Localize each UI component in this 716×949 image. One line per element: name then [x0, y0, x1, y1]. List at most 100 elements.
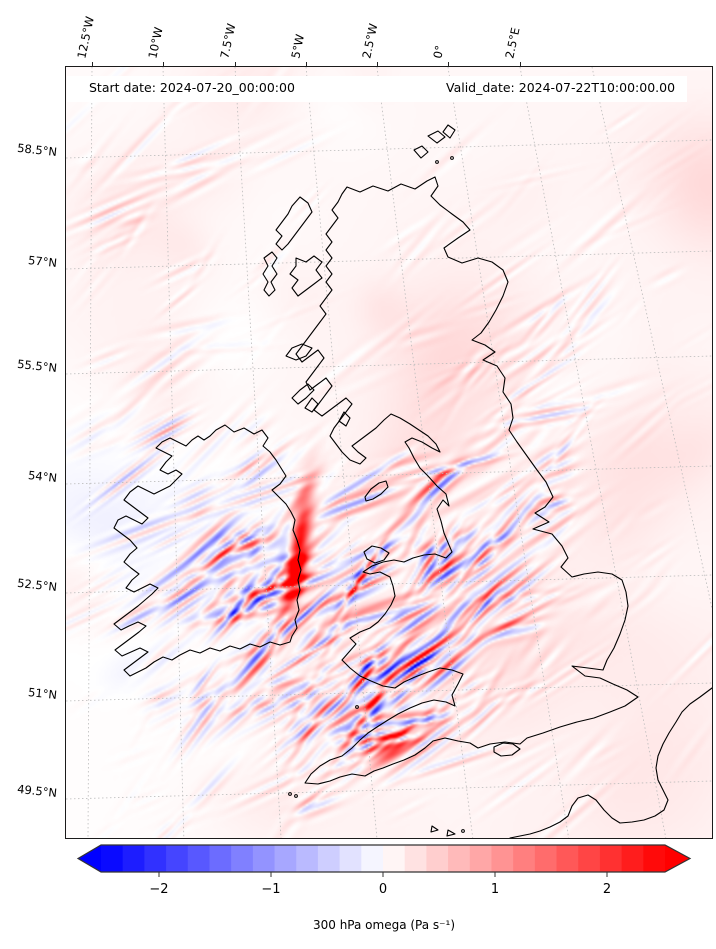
coastline-france	[509, 687, 712, 838]
colorbar-segment-16	[448, 845, 471, 872]
island-isle-of-man	[364, 480, 389, 502]
colorbar-segment-11	[339, 845, 362, 872]
meridian-gridline-7	[591, 67, 712, 610]
colorbar-segment-23	[599, 845, 623, 872]
x-tick-label-0: 12.5°W	[74, 15, 97, 60]
start-date-label: Start date: 2024-07-20_00:00:00	[89, 80, 295, 95]
colorbar-segment-13	[383, 845, 406, 872]
x-tick-label-3: 5°W	[288, 32, 308, 60]
island-guernsey	[430, 825, 439, 833]
meridian-gridline-0	[87, 67, 93, 838]
meridian-gridline-1	[162, 67, 185, 838]
x-tick-mark-2	[235, 62, 236, 66]
island-jersey	[446, 829, 456, 837]
meridian-gridline-5	[447, 67, 569, 838]
islet-dot-0	[450, 156, 454, 160]
x-tick-mark-6	[520, 62, 521, 66]
islet-dot-1	[435, 160, 439, 164]
meridian-gridline-3	[305, 67, 378, 838]
x-tick-label-2: 7.5°W	[217, 22, 239, 60]
island-islay	[291, 383, 315, 405]
colorbar-segment-9	[296, 845, 319, 872]
colorbar-segment-18	[491, 845, 514, 872]
y-tick-label-2: 55.5°N	[16, 356, 58, 375]
colorbar-tick-label-1: −1	[261, 882, 280, 897]
colorbar-segment-21	[556, 845, 579, 872]
meridian-gridline-6	[519, 67, 667, 838]
colorbar-segment-25	[643, 845, 666, 872]
parallel-gridline-1	[66, 250, 712, 270]
island-jura	[304, 397, 319, 413]
colorbar-segment-19	[513, 845, 536, 872]
x-tick-mark-5	[448, 62, 449, 66]
colorbar-segment-6	[231, 845, 254, 872]
colorbar-segment-3	[166, 845, 189, 872]
colorbar-tick-label-2: 0	[379, 882, 387, 897]
colorbar-segment-1	[122, 845, 145, 872]
island-lewis	[275, 196, 313, 251]
x-tick-label-4: 2.5°W	[359, 22, 381, 60]
coastline-great-britain	[295, 176, 639, 785]
y-tick-label-1: 57°N	[27, 253, 58, 270]
colorbar-segment-0	[101, 845, 124, 872]
colorbar-segment-14	[404, 845, 427, 872]
x-tick-mark-0	[92, 62, 93, 66]
islet-dot-3	[288, 792, 292, 796]
colorbar: −2 −1 0 1 2 300 hPa omega (Pa s⁻¹)	[76, 844, 692, 932]
meridian-gridline-2	[234, 67, 282, 838]
islet-dot-5	[461, 829, 465, 833]
omega-field-canvas	[66, 67, 712, 838]
colorbar-left-arrow	[78, 845, 101, 872]
colorbar-segment-2	[144, 845, 167, 872]
island-anglesey	[363, 545, 390, 564]
colorbar-segment-15	[426, 845, 449, 872]
parallel-gridline-6	[66, 780, 712, 800]
island-mull	[285, 343, 313, 361]
island-orkney-1	[413, 145, 429, 159]
colorbar-segment-4	[187, 845, 211, 872]
x-tick-mark-4	[377, 62, 378, 66]
colorbar-segment-22	[578, 845, 601, 872]
colorbar-tick-label-3: 1	[491, 882, 499, 897]
island-isle-of-wight	[493, 742, 521, 757]
colorbar-segment-8	[274, 845, 297, 872]
y-tick-label-3: 54°N	[27, 468, 58, 485]
island-orkney-3	[442, 124, 456, 139]
y-tick-label-0: 58.5°N	[16, 140, 58, 159]
colorbar-tick-label-4: 2	[603, 882, 611, 897]
colorbar-segment-24	[621, 845, 644, 872]
colorbar-right-arrow	[665, 845, 690, 872]
colorbar-segment-5	[209, 845, 232, 872]
parallel-gridline-0	[66, 139, 712, 159]
x-tick-mark-3	[306, 62, 307, 66]
map-plot-area: Start date: 2024-07-20_00:00:00 Valid_da…	[65, 66, 713, 839]
islet-dot-2	[355, 705, 359, 709]
y-tick-label-4: 52.5°N	[16, 575, 58, 594]
colorbar-label: 300 hPa omega (Pa s⁻¹)	[313, 918, 455, 932]
colorbar-segment-7	[252, 845, 276, 872]
parallel-gridline-5	[66, 682, 712, 702]
islet-dot-4	[294, 794, 298, 798]
colorbar-segment-12	[361, 845, 384, 872]
coastline-gridline-overlay	[66, 67, 712, 838]
colorbar-outline	[76, 844, 692, 873]
title-band: Start date: 2024-07-20_00:00:00 Valid_da…	[67, 76, 687, 102]
parallel-gridline-2	[66, 355, 712, 375]
x-tick-label-6: 2.5°E	[502, 26, 523, 60]
coastline-ireland	[113, 424, 302, 677]
colorbar-tick-label-0: −2	[149, 882, 168, 897]
y-tick-label-6: 49.5°N	[16, 781, 58, 800]
island-orkney-2	[427, 130, 446, 144]
y-tick-label-5: 51°N	[27, 685, 58, 702]
colorbar-segment-20	[534, 845, 558, 872]
x-tick-label-1: 10°W	[145, 25, 166, 60]
island-uist	[262, 251, 278, 297]
island-arran	[338, 411, 351, 427]
colorbar-segment-10	[317, 845, 341, 872]
x-tick-mark-1	[163, 62, 164, 66]
colorbar-segment-17	[469, 845, 493, 872]
valid-date-label: Valid_date: 2024-07-22T10:00:00.00	[446, 80, 676, 95]
meridian-gridline-4	[376, 67, 474, 838]
x-tick-label-5: 0°	[430, 44, 447, 60]
